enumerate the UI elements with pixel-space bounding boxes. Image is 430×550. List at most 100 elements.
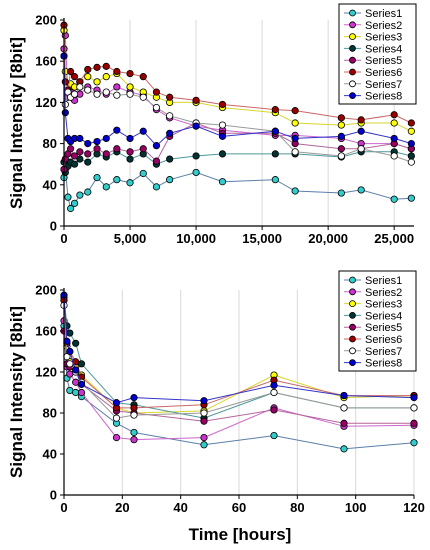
data-point: [77, 388, 86, 397]
data-point: [270, 388, 278, 397]
y-tick-label: 0: [50, 488, 57, 503]
series-4: [60, 148, 415, 177]
data-point: [152, 183, 161, 191]
data-point: [113, 67, 121, 76]
data-point: [76, 83, 84, 91]
series-1: [60, 165, 415, 213]
data-point: [357, 127, 365, 135]
data-point: [102, 183, 110, 191]
data-point: [130, 428, 138, 437]
data-point: [61, 109, 69, 117]
x-tick-label: 60: [232, 500, 246, 515]
y-tick-label: 200: [35, 13, 57, 28]
data-point: [407, 158, 415, 166]
y-tick-label: 200: [35, 283, 57, 298]
data-point: [410, 394, 418, 402]
data-point: [113, 126, 121, 134]
data-point: [200, 417, 208, 425]
series-8: [60, 52, 415, 150]
legend-item: Series8: [344, 91, 402, 103]
data-point: [139, 73, 147, 81]
legend-item: Series7: [344, 346, 402, 358]
y-tick-label: 80: [43, 136, 57, 151]
legend-item: Series2: [344, 20, 402, 32]
data-point: [112, 433, 121, 442]
legend-label: Series8: [365, 358, 402, 370]
data-point: [291, 134, 299, 143]
data-point: [166, 112, 174, 120]
legend-swatch-marker: [349, 92, 356, 99]
data-point: [410, 419, 418, 427]
y-tick-label: 0: [50, 219, 57, 234]
legend-swatch-marker: [349, 9, 356, 17]
y-tick-label: 120: [35, 365, 57, 380]
legend-swatch-marker: [349, 68, 356, 76]
x-tick-label: 25,000: [374, 231, 414, 246]
legend-swatch-marker: [349, 21, 356, 29]
data-point: [139, 93, 147, 101]
y-tick-label: 160: [35, 54, 57, 69]
data-point: [93, 63, 101, 71]
data-point: [113, 83, 121, 91]
y-tick-label: 120: [35, 95, 57, 110]
data-point: [218, 121, 227, 129]
y-tick-label: 160: [35, 324, 57, 339]
data-point: [218, 178, 227, 186]
x-tick-label: 5,000: [114, 231, 147, 246]
data-point: [192, 152, 200, 160]
data-point: [270, 431, 278, 440]
data-point: [218, 100, 227, 109]
data-point: [113, 91, 121, 99]
data-point: [337, 132, 345, 140]
data-point: [70, 152, 79, 160]
data-point: [139, 145, 147, 153]
series-line: [63, 122, 412, 170]
data-point: [218, 132, 227, 140]
data-point: [126, 179, 134, 187]
x-tick-label: 40: [173, 500, 187, 515]
data-point: [64, 193, 72, 201]
data-point: [270, 406, 278, 414]
data-point: [200, 397, 208, 405]
data-point: [340, 419, 348, 427]
data-point: [166, 176, 174, 184]
data-point: [357, 145, 365, 153]
data-point: [76, 191, 84, 199]
data-point: [112, 399, 121, 407]
data-point: [84, 73, 92, 81]
data-point: [192, 96, 200, 104]
data-point: [84, 150, 92, 158]
data-point: [102, 134, 110, 143]
legend-item: Series7: [344, 79, 402, 91]
data-point: [70, 90, 79, 98]
legend-swatch-marker: [349, 45, 356, 52]
data-point: [337, 152, 345, 160]
data-point: [84, 140, 92, 148]
data-point: [271, 150, 279, 158]
legend: Series1Series2Series3Series4Series5Serie…: [338, 3, 417, 105]
data-point: [126, 69, 134, 78]
data-point: [166, 93, 174, 101]
data-point: [126, 83, 134, 91]
data-point: [407, 127, 415, 135]
data-point: [337, 145, 345, 153]
legend-swatch-marker: [349, 347, 356, 355]
x-tick-label: 20,000: [308, 231, 348, 246]
data-point: [66, 360, 74, 368]
data-point: [192, 122, 200, 130]
data-point: [102, 150, 110, 158]
x-tick-label: 15,000: [242, 231, 282, 246]
data-point: [291, 119, 299, 127]
data-point: [357, 116, 365, 124]
legend: Series1Series2Series3Series4Series5Serie…: [338, 270, 417, 372]
x-tick-label: 0: [60, 231, 67, 246]
data-point: [340, 404, 348, 412]
legend-swatch-marker: [349, 311, 356, 319]
data-point: [84, 65, 92, 74]
data-point: [271, 127, 279, 135]
x-tick-label: 100: [345, 500, 367, 515]
data-point: [93, 145, 101, 153]
data-point: [126, 148, 134, 156]
data-point: [357, 186, 365, 194]
legend-item: Series6: [344, 67, 402, 79]
